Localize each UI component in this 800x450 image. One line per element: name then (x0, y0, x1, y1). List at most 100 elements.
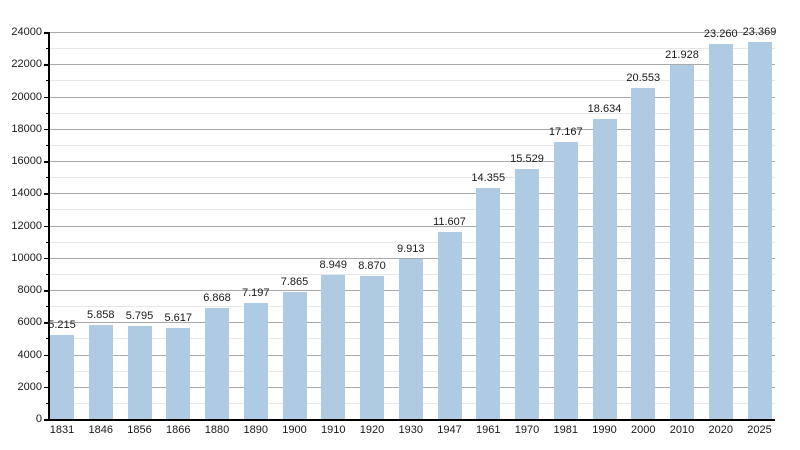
bar (50, 334, 74, 419)
bar (747, 42, 772, 419)
x-axis-label: 1856 (127, 424, 152, 436)
x-axis-label: 1981 (553, 424, 578, 436)
bar (398, 259, 423, 419)
y-axis-tick (44, 322, 49, 324)
y-axis-tick (44, 193, 49, 195)
y-axis-tick (44, 32, 49, 34)
gridline-minor (49, 144, 775, 146)
y-axis-label: 10000 (11, 251, 42, 264)
x-axis-label: 1920 (359, 424, 385, 436)
gridline-major (49, 32, 775, 33)
bar-value-label: 18.634 (587, 102, 622, 115)
bar-value-label: 23.369 (742, 26, 777, 39)
y-axis-tick (44, 257, 49, 260)
x-axis-label: 1831 (49, 424, 75, 436)
x-axis-label: 1846 (88, 424, 113, 436)
y-axis-tick (44, 96, 49, 98)
y-axis-tick-minor (46, 402, 49, 404)
bar (205, 308, 229, 419)
bar-value-label: 7.865 (280, 276, 309, 289)
bar-value-label: 5.215 (48, 318, 76, 331)
x-axis-line (48, 419, 775, 421)
bar (127, 325, 152, 419)
gridline-major (49, 225, 775, 227)
x-axis-label: 2010 (669, 424, 695, 436)
bar (708, 43, 733, 419)
bar (631, 87, 656, 419)
y-axis-label: 4000 (17, 348, 42, 361)
bar-value-label: 17.167 (548, 126, 583, 139)
x-axis-label: 2000 (631, 424, 656, 436)
y-axis-label: 6000 (17, 316, 42, 329)
gridline-minor (49, 241, 775, 243)
bar (515, 168, 539, 419)
gridline-minor (49, 209, 775, 211)
y-axis-tick (44, 386, 49, 389)
bar-value-label: 21.928 (665, 49, 699, 62)
bar (166, 328, 191, 419)
bar (592, 118, 617, 419)
y-axis-label: 12000 (11, 219, 42, 232)
bar (670, 65, 694, 419)
bar (476, 187, 501, 419)
bar-value-label: 14.355 (471, 171, 506, 184)
gridline-major (49, 257, 775, 259)
bar-value-label: 23.260 (703, 27, 738, 40)
y-axis-label: 18000 (11, 122, 42, 135)
y-axis-label: 2000 (17, 380, 42, 393)
y-axis-label: 24000 (11, 26, 42, 38)
y-axis-tick (44, 128, 49, 131)
y-axis-label: 20000 (11, 90, 42, 103)
x-axis-label: 1930 (398, 424, 423, 436)
x-axis-label: 1890 (243, 424, 268, 436)
bar (437, 231, 462, 419)
gridline-minor (49, 177, 775, 179)
y-axis-line (48, 32, 50, 420)
x-axis-label: 1910 (321, 424, 346, 436)
gridline-minor (49, 80, 775, 82)
y-axis-label: 14000 (11, 187, 42, 200)
gridline-major (49, 128, 775, 130)
y-axis-tick-minor (46, 80, 49, 82)
y-axis-tick-minor (46, 48, 49, 50)
gridline-major (49, 64, 775, 66)
bar (88, 324, 113, 419)
gridline-major (49, 161, 775, 162)
y-axis-tick-minor (46, 273, 49, 275)
bar-value-label: 7.197 (241, 286, 270, 299)
y-axis-tick (44, 161, 49, 163)
x-axis-label: 1866 (166, 424, 191, 436)
y-axis-tick-minor (46, 177, 49, 179)
y-axis-tick (44, 225, 49, 227)
y-axis-tick (44, 419, 49, 421)
gridline-major (49, 96, 775, 98)
bar-value-label: 6.868 (203, 292, 231, 305)
bar-value-label: 15.529 (510, 152, 544, 165)
x-axis-label: 1970 (514, 424, 540, 436)
bar (321, 274, 346, 419)
y-axis-label: 8000 (17, 284, 42, 296)
bar-value-label: 5.617 (164, 312, 193, 325)
y-axis-tick-minor (46, 144, 49, 146)
y-axis-tick-minor (46, 112, 49, 114)
y-axis-tick-minor (46, 209, 49, 211)
y-axis-label: 22000 (11, 58, 42, 71)
y-axis-tick-minor (46, 338, 49, 340)
gridline-minor (49, 112, 775, 114)
bar (282, 292, 307, 419)
y-axis-tick-minor (46, 370, 49, 372)
bar-value-label: 8.949 (319, 258, 348, 271)
bar (243, 302, 268, 419)
bar-value-label: 5.795 (125, 309, 154, 322)
x-axis-label: 1961 (476, 424, 501, 436)
y-axis-label: 16000 (11, 155, 42, 167)
bar-value-label: 8.870 (358, 259, 386, 272)
bar (553, 142, 578, 419)
bar-value-label: 11.607 (433, 215, 466, 228)
y-axis-tick (44, 354, 49, 356)
y-axis-tick (44, 290, 49, 292)
bar (360, 275, 384, 419)
x-axis-label: 2020 (708, 424, 733, 436)
y-axis-label: 0 (35, 413, 42, 425)
